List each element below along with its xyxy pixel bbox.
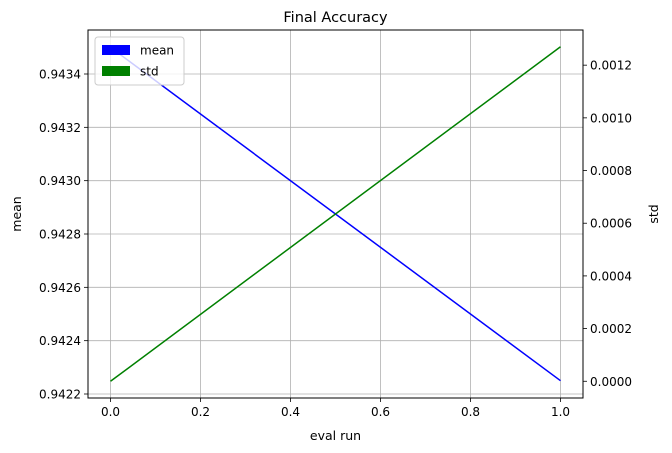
plot-frame [87,29,584,399]
left-axis-label: mean [9,196,24,231]
left-axis-ticks: 0.9422 0.9424 0.9426 0.9428 0.9430 0.9432 0.94… [39,68,88,402]
right-tick-label: 0.0004 [590,269,632,283]
right-axis-label: std [646,204,661,223]
x-tick-label: 1.0 [551,405,570,419]
right-tick-label: 0.0008 [590,164,632,178]
legend-label-std: std [140,65,159,79]
series-line-std [110,46,561,382]
grid [88,30,583,398]
right-tick-label: 0.0002 [590,322,632,336]
legend-label-mean: mean [140,44,174,58]
x-tick-label: 0.0 [101,405,120,419]
left-tick-label: 0.9430 [39,174,81,188]
legend: mean std [94,36,185,86]
left-tick-label: 0.9434 [39,68,81,82]
left-tick-label: 0.9424 [39,334,81,348]
x-tick-label: 0.2 [191,405,210,419]
right-tick-label: 0.0006 [590,217,632,231]
right-tick-label: 0.0010 [590,111,632,125]
legend-swatch-std [102,66,130,76]
x-tick-label: 0.6 [371,405,390,419]
x-axis-ticks: 0.0 0.2 0.4 0.6 0.8 1.0 [101,398,570,419]
right-tick-label: 0.0000 [590,375,632,389]
right-axis-ticks: 0.0000 0.0002 0.0004 0.0006 0.0008 0.0010 0.00… [583,59,632,389]
left-tick-label: 0.9422 [39,388,81,402]
left-tick-label: 0.9428 [39,228,81,242]
right-tick-label: 0.0012 [590,59,632,73]
x-tick-label: 0.4 [281,405,300,419]
left-tick-label: 0.9432 [39,121,81,135]
legend-swatch-mean [102,45,130,55]
x-tick-label: 0.8 [461,405,480,419]
chart-title: Final Accuracy [283,10,388,26]
x-axis-label: eval run [310,428,361,443]
series-lines [110,46,561,382]
left-tick-label: 0.9426 [39,281,81,295]
